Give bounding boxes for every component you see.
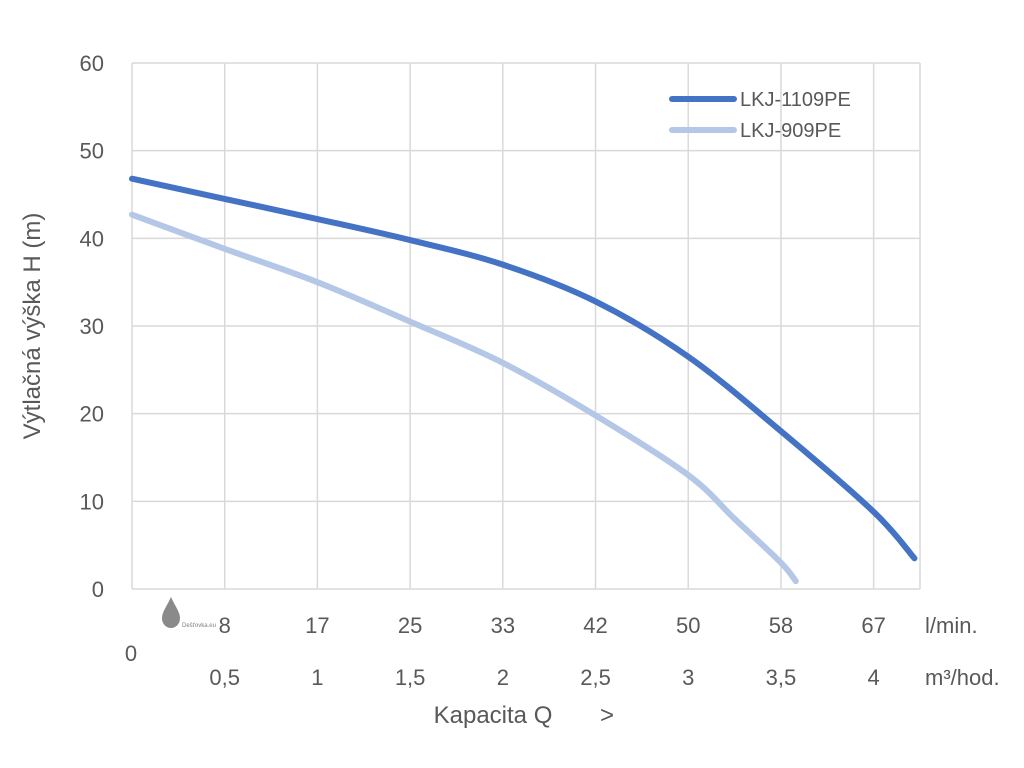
- x-axis-arrow: >: [600, 702, 614, 729]
- y-tick-label: 0: [92, 577, 104, 602]
- x-tick-label-lmin: 67: [861, 613, 885, 638]
- legend-label-lkj-909pe: LKJ-909PE: [740, 120, 841, 142]
- chart-grid: [131, 62, 921, 590]
- series-layer: [129, 175, 918, 585]
- watermark-text: Dešťovka.eu: [182, 623, 216, 629]
- unit-lmin-label: l/min.: [925, 613, 978, 638]
- x-axis-title: Kapacita Q: [434, 702, 553, 729]
- unit-m3h-label: m³/hod.: [925, 665, 1000, 690]
- legend: LKJ-1109PE LKJ-909PE: [669, 89, 851, 142]
- x-tick-label-m3h: 2: [497, 665, 509, 690]
- x-tick-label-m3h: 3: [682, 665, 694, 690]
- x-tick-label-m3h: 0,5: [209, 665, 240, 690]
- y-tick-label: 60: [80, 51, 104, 76]
- water-drop-icon: [162, 597, 180, 628]
- x-axis-ticks-m3h: 0,5 1 1,5 2 2,5 3 3,5 4: [209, 665, 879, 690]
- y-tick-label: 40: [80, 226, 104, 251]
- x-tick-label-lmin: 33: [491, 613, 515, 638]
- y-tick-label: 20: [80, 402, 104, 427]
- x-tick-label-m3h: 4: [868, 665, 880, 690]
- x-tick-label-m3h: 2,5: [580, 665, 611, 690]
- y-axis-title: Výtlačná výška H (m): [19, 213, 46, 440]
- x-tick-zero: 0: [125, 641, 137, 666]
- x-tick-label-lmin: 50: [676, 613, 700, 638]
- y-tick-label: 10: [80, 489, 104, 514]
- series-line-lkj-909pe: [129, 211, 799, 585]
- x-tick-label-lmin: 8: [219, 613, 231, 638]
- series-line-lkj-1109pe: [129, 175, 918, 562]
- x-tick-label-lmin: 17: [305, 613, 329, 638]
- x-tick-label-m3h: 3,5: [766, 665, 797, 690]
- x-tick-label-m3h: 1,5: [395, 665, 426, 690]
- x-axis-ticks-lmin: 8 17 25 33 42 50 58 67: [219, 613, 886, 638]
- x-tick-label-lmin: 58: [769, 613, 793, 638]
- watermark: Dešťovka.eu: [162, 597, 216, 629]
- y-tick-label: 50: [80, 139, 104, 164]
- x-tick-label-lmin: 25: [398, 613, 422, 638]
- x-tick-label-lmin: 42: [583, 613, 607, 638]
- legend-label-lkj-1109pe: LKJ-1109PE: [740, 89, 851, 111]
- x-tick-label-m3h: 1: [311, 665, 323, 690]
- y-tick-label: 30: [80, 314, 104, 339]
- y-axis-ticks: 0 10 20 30 40 50 60: [80, 51, 104, 602]
